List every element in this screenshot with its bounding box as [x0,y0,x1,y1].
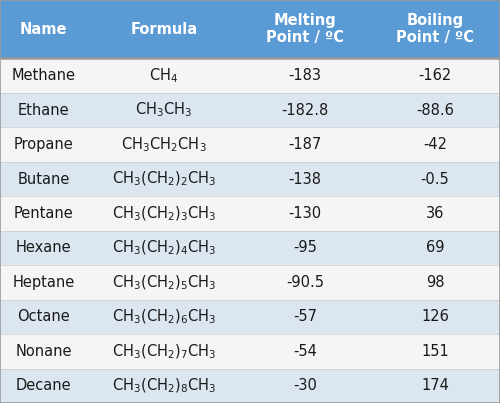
Bar [0,334,500,369]
Text: Hexane: Hexane [16,241,72,256]
Text: -57: -57 [293,310,317,324]
Text: Pentane: Pentane [14,206,74,221]
Text: Methane: Methane [12,68,76,83]
Text: 69: 69 [426,241,444,256]
Text: -183: -183 [288,68,322,83]
Text: Boiling
Point / ºC: Boiling Point / ºC [396,13,474,46]
Bar [0,0,500,58]
Text: Heptane: Heptane [12,275,75,290]
Text: CH$_4$: CH$_4$ [149,66,178,85]
Bar [0,265,500,300]
Bar [0,196,500,231]
Text: -30: -30 [293,378,317,393]
Text: CH$_3$CH$_2$CH$_3$: CH$_3$CH$_2$CH$_3$ [121,135,206,154]
Bar [0,58,500,93]
Bar [0,369,500,403]
Text: -187: -187 [288,137,322,152]
Text: -130: -130 [288,206,322,221]
Text: -95: -95 [293,241,317,256]
Text: -88.6: -88.6 [416,103,454,118]
Text: CH$_3$(CH$_2$)$_2$CH$_3$: CH$_3$(CH$_2$)$_2$CH$_3$ [112,170,216,188]
Text: Formula: Formula [130,22,198,37]
Text: CH$_3$(CH$_2$)$_7$CH$_3$: CH$_3$(CH$_2$)$_7$CH$_3$ [112,342,216,361]
Text: Decane: Decane [16,378,72,393]
Text: CH$_3$CH$_3$: CH$_3$CH$_3$ [135,101,192,119]
Text: 174: 174 [421,378,449,393]
Text: -90.5: -90.5 [286,275,324,290]
Text: -0.5: -0.5 [420,172,450,187]
Text: Octane: Octane [18,310,70,324]
Text: Ethane: Ethane [18,103,70,118]
Text: -42: -42 [423,137,447,152]
Text: CH$_3$(CH$_2$)$_8$CH$_3$: CH$_3$(CH$_2$)$_8$CH$_3$ [112,376,216,395]
Text: Propane: Propane [14,137,74,152]
Text: -162: -162 [418,68,452,83]
Text: CH$_3$(CH$_2$)$_5$CH$_3$: CH$_3$(CH$_2$)$_5$CH$_3$ [112,273,216,292]
Text: -54: -54 [293,344,317,359]
Bar [0,93,500,127]
Text: CH$_3$(CH$_2$)$_6$CH$_3$: CH$_3$(CH$_2$)$_6$CH$_3$ [112,307,216,326]
Bar [0,127,500,162]
Text: 151: 151 [421,344,449,359]
Text: CH$_3$(CH$_2$)$_4$CH$_3$: CH$_3$(CH$_2$)$_4$CH$_3$ [112,239,216,257]
Text: Name: Name [20,22,68,37]
Text: Butane: Butane [18,172,70,187]
Text: -182.8: -182.8 [282,103,329,118]
Bar [0,162,500,196]
Text: 126: 126 [421,310,449,324]
Text: Melting
Point / ºC: Melting Point / ºC [266,13,344,46]
Text: -138: -138 [288,172,322,187]
Text: Nonane: Nonane [16,344,72,359]
Text: 98: 98 [426,275,444,290]
Text: CH$_3$(CH$_2$)$_3$CH$_3$: CH$_3$(CH$_2$)$_3$CH$_3$ [112,204,216,223]
Text: 36: 36 [426,206,444,221]
Bar [0,231,500,265]
Bar [0,300,500,334]
